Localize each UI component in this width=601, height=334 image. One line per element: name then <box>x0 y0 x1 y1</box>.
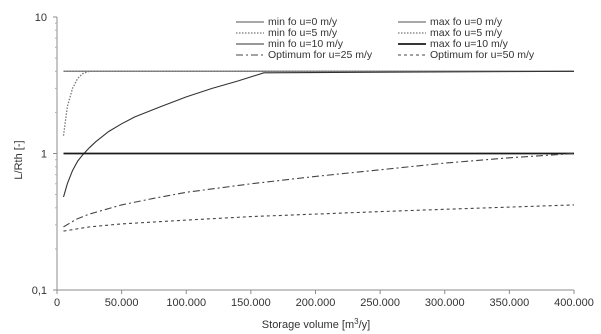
series-lines <box>62 70 575 232</box>
legend-label: max fo u=5 m/y <box>430 27 503 39</box>
legend: min fo u=0 m/y max fo u=0 m/y min fo u=5 m… <box>236 16 535 61</box>
series-line-min-fo-u-10-m-y <box>62 70 575 198</box>
x-axis-label-main: Storage volume [m <box>262 319 354 331</box>
legend-label: max fo u=10 m/y <box>430 38 509 50</box>
y-tick-label: 0,1 <box>32 285 47 297</box>
x-tick-label: 150.000 <box>231 297 271 309</box>
x-tick-label: 350.000 <box>489 297 529 309</box>
x-tick-label: 250.000 <box>360 297 400 309</box>
x-tick-label: 100.000 <box>166 297 206 309</box>
legend-label: Optimum for u=50 m/y <box>430 49 535 61</box>
legend-label: Optimum for u=25 m/y <box>268 49 373 61</box>
x-axis-label-superscript: 3 <box>354 317 359 326</box>
y-axis-label: L/Rth [-] <box>13 140 25 179</box>
legend-label: max fo u=0 m/y <box>430 16 503 28</box>
series-line-optimum-for-u-50-m-y <box>63 204 575 232</box>
x-tick-label: 50.000 <box>105 297 139 309</box>
axes: 0 50.000 100.000 150.000 200.000 250.000 300.0… <box>32 12 594 309</box>
legend-label: min fo u=5 m/y <box>268 27 338 39</box>
x-axis-label-tail: /y] <box>359 319 371 331</box>
x-tick-label: 400.000 <box>554 297 594 309</box>
x-tick-label: 200.000 <box>296 297 336 309</box>
y-tick-label: 1 <box>41 149 47 161</box>
x-tick-label: 0 <box>54 297 60 309</box>
y-tick-label: 10 <box>35 12 47 24</box>
x-tick-label: 300.000 <box>425 297 465 309</box>
series-line-min-fo-u-5-m-y <box>62 70 574 136</box>
legend-label: min fo u=10 m/y <box>268 38 344 50</box>
series-line-optimum-for-u-25-m-y <box>63 152 575 228</box>
legend-label: min fo u=0 m/y <box>268 16 338 28</box>
x-axis-label: Storage volume [m3/y] <box>262 317 370 331</box>
